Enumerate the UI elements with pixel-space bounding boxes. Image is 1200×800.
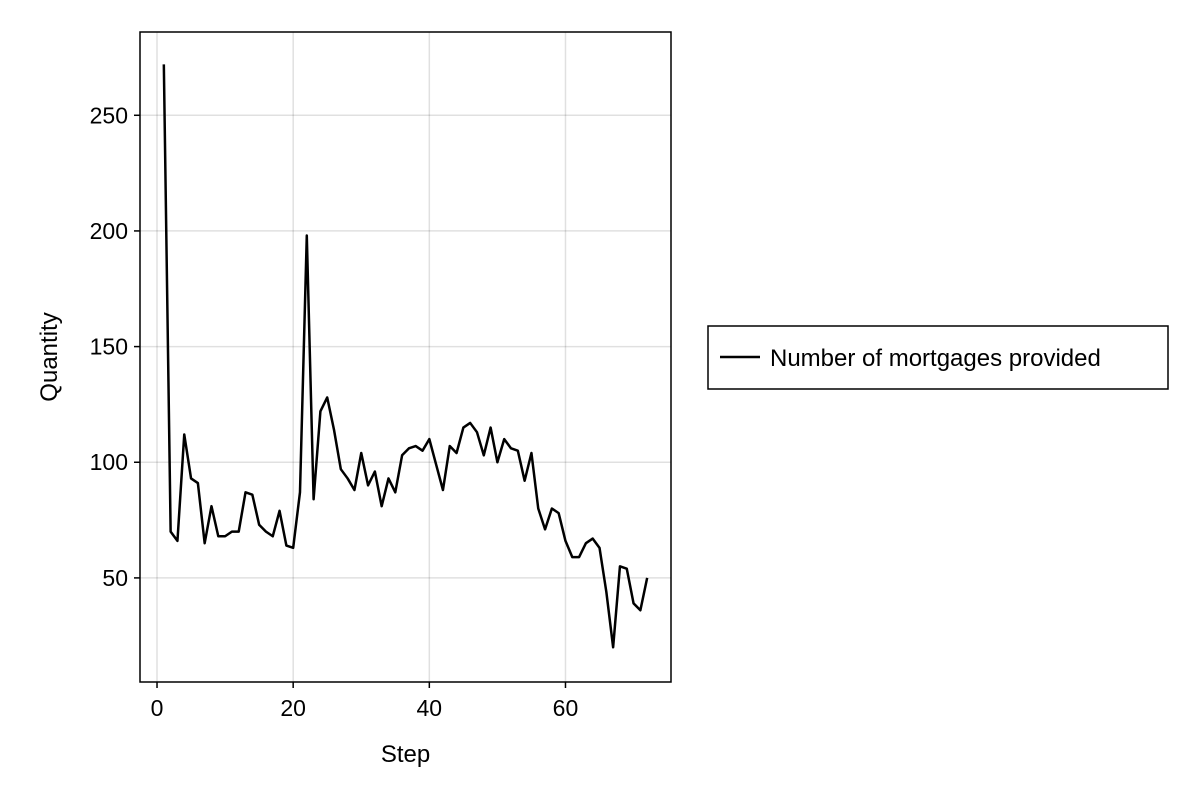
y-tick-label-150: 150 [90, 334, 128, 360]
x-axis-label: Step [381, 741, 430, 768]
axis-ticks: 0 20 40 60 50 100 150 200 250 [90, 102, 579, 721]
series-layer [162, 64, 649, 649]
grid-lines [140, 32, 671, 682]
legend-label-series-0: Number of mortgages provided [770, 345, 1101, 372]
x-tick-label-40: 40 [417, 695, 443, 721]
y-tick-label-100: 100 [90, 449, 128, 475]
x-tick-label-60: 60 [553, 695, 579, 721]
legend-box [707, 325, 1169, 390]
x-tick-label-0: 0 [151, 695, 164, 721]
y-axis-label: Quantity [36, 312, 63, 401]
y-tick-label-50: 50 [102, 565, 128, 591]
series-line-0 [162, 64, 649, 649]
y-tick-label-250: 250 [90, 102, 128, 128]
plot-frame [139, 31, 672, 683]
y-tick-label-200: 200 [90, 218, 128, 244]
legend: Number of mortgages provided [707, 325, 1169, 390]
x-tick-label-20: 20 [280, 695, 306, 721]
